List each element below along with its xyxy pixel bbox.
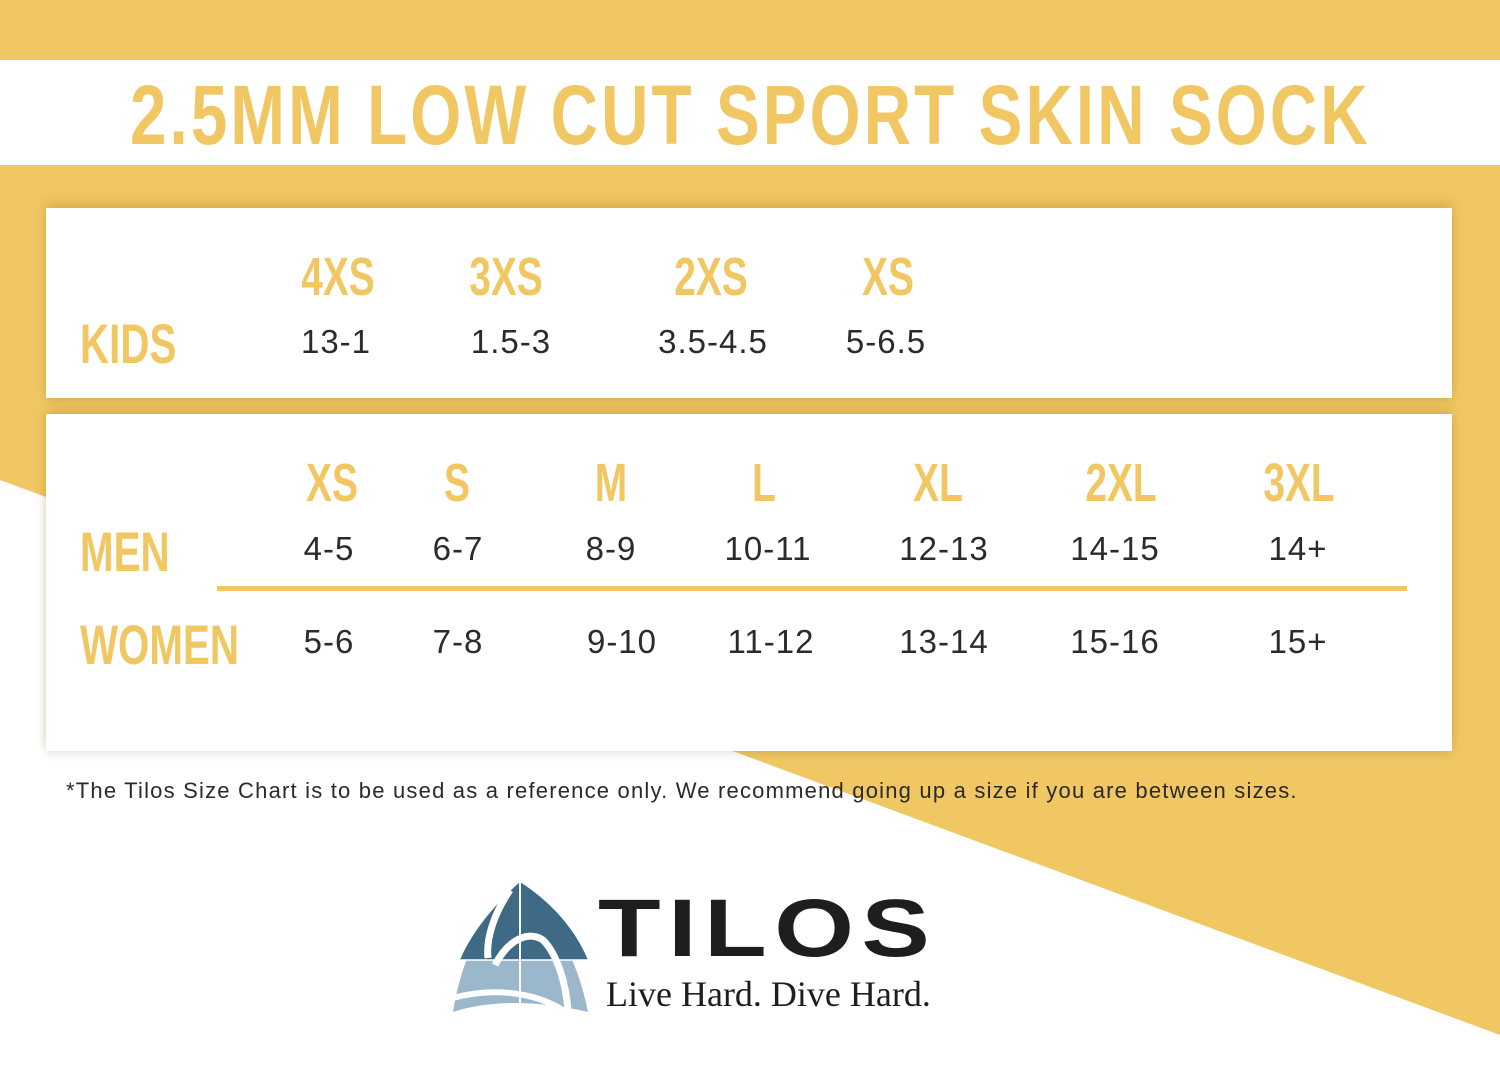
women-size-value: 15+	[1268, 623, 1328, 660]
page-title: 2.5MM LOW CUT SPORT SKIN SOCK	[129, 67, 1371, 162]
women-size-value: 11-12	[727, 623, 815, 660]
kids-size-header: XS	[862, 247, 914, 307]
men-size-value: 4-5	[303, 530, 355, 567]
men-size-value: 14+	[1268, 530, 1328, 567]
kids-size-value: 1.5-3	[470, 323, 552, 360]
top-accent-band	[0, 0, 1500, 60]
adult-size-header: L	[752, 453, 776, 513]
tilos-triangle-icon	[448, 882, 593, 1018]
kids-size-card: KIDS 4XS 3XS 2XS XS 13-1 1.5-3 3.5-4.5 5…	[46, 208, 1452, 398]
men-size-value: 10-11	[724, 530, 812, 567]
kids-size-header: 2XS	[674, 247, 748, 307]
size-chart-footnote: *The Tilos Size Chart is to be used as a…	[66, 778, 1298, 803]
adult-size-header: S	[444, 453, 470, 513]
adult-size-header: XL	[913, 453, 963, 513]
men-size-value: 6-7	[432, 530, 484, 567]
adult-size-header: 2XL	[1085, 453, 1157, 513]
men-size-value: 12-13	[899, 530, 989, 567]
brand-name: TILOS	[598, 883, 938, 974]
tilos-logo: TILOS Live Hard. Dive Hard.	[448, 880, 988, 1020]
title-strip: 2.5MM LOW CUT SPORT SKIN SOCK	[0, 60, 1500, 165]
men-women-divider	[217, 586, 1407, 591]
adult-size-header: M	[594, 453, 628, 513]
kids-size-value: 13-1	[300, 323, 372, 360]
kids-size-header: 3XS	[469, 247, 543, 307]
row-label-women: WOMEN	[80, 613, 240, 676]
adult-size-header: 3XL	[1263, 453, 1335, 513]
kids-size-value: 5-6.5	[845, 323, 927, 360]
kids-size-value: 3.5-4.5	[658, 323, 768, 360]
women-size-value: 15-16	[1070, 623, 1160, 660]
row-label-kids: KIDS	[80, 312, 177, 375]
adult-size-header: XS	[306, 453, 358, 513]
women-size-value: 5-6	[303, 623, 355, 660]
women-size-value: 9-10	[586, 623, 658, 660]
row-label-men: MEN	[80, 520, 170, 583]
men-size-value: 14-15	[1070, 530, 1160, 567]
men-size-value: 8-9	[585, 530, 637, 567]
adult-size-card: MEN WOMEN XS S M L XL 2XL 3XL 4-5 6-7 8-…	[46, 414, 1452, 751]
kids-size-header: 4XS	[301, 247, 375, 307]
women-size-value: 7-8	[432, 623, 484, 660]
women-size-value: 13-14	[899, 623, 989, 660]
brand-tagline: Live Hard. Dive Hard.	[606, 974, 931, 1014]
